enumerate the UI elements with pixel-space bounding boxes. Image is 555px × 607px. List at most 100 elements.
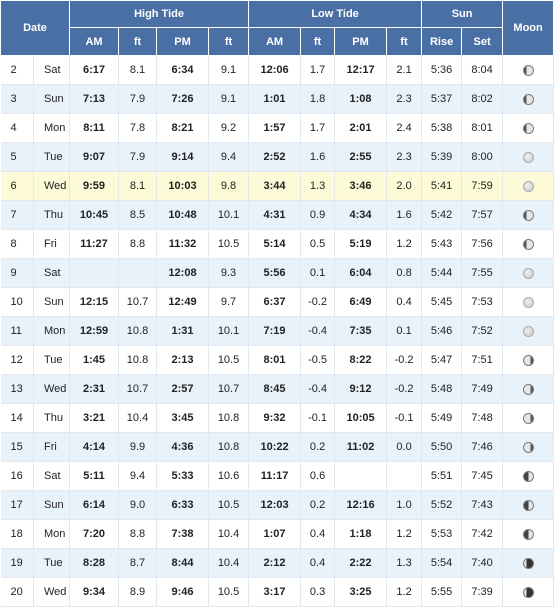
low-tide-am-height: -0.4: [300, 374, 336, 404]
last-quarter-icon: [522, 528, 534, 540]
high-tide-pm-height: 10.4: [208, 548, 250, 578]
sunrise-time: 5:53: [421, 519, 463, 549]
low-am-header: AM: [248, 27, 302, 56]
high-tide-am-time: 12:59: [69, 316, 119, 346]
day-name-cell: Mon: [33, 316, 70, 346]
low-tide-am-time: 7:19: [248, 316, 302, 346]
low-tide-pm-height: [386, 461, 423, 491]
high-am-header: AM: [69, 27, 119, 56]
sunset-time: 7:48: [461, 403, 504, 433]
table-row: 3 Sun 7:13 7.9 7:26 9.1 1:01 1.8 1:08 2.3 5:37 8:02: [0, 84, 555, 114]
day-name-cell: Sat: [33, 258, 70, 288]
low-tide-pm-height: -0.2: [386, 345, 423, 375]
moon-phase-cell: [502, 316, 555, 346]
moon-phase-cell: [502, 229, 555, 259]
low-tide-pm-time: 12:16: [334, 490, 388, 520]
low-tide-pm-height: -0.1: [386, 403, 423, 433]
high-tide-pm-time: 10:48: [156, 200, 209, 230]
high-tide-pm-height: 9.3: [208, 258, 250, 288]
low-tide-am-time: 8:01: [248, 345, 302, 375]
low-tide-am-time: 3:44: [248, 171, 302, 201]
sunset-time: 7:40: [461, 548, 504, 578]
sunset-time: 7:57: [461, 200, 504, 230]
low-tide-am-height: 1.8: [300, 84, 336, 114]
sunrise-time: 5:49: [421, 403, 463, 433]
waxing-gibbous-icon: [522, 354, 534, 366]
high-tide-am-height: 8.8: [118, 229, 157, 259]
low-pm-header: PM: [334, 27, 388, 56]
moon-phase-cell: [502, 490, 555, 520]
high-tide-pm-time: 6:33: [156, 490, 209, 520]
low-tide-pm-height: 0.1: [386, 316, 423, 346]
low-tide-pm-height: 2.3: [386, 84, 423, 114]
sunrise-time: 5:54: [421, 548, 463, 578]
sunrise-time: 5:55: [421, 577, 463, 607]
high-tide-pm-height: 10.8: [208, 432, 250, 462]
high-tide-am-time: 8:28: [69, 548, 119, 578]
low-pm-ft-header: ft: [386, 27, 423, 56]
last-quarter-icon: [522, 499, 534, 511]
day-name-cell: Fri: [33, 229, 70, 259]
high-tide-am-time: 5:11: [69, 461, 119, 491]
table-row: 5 Tue 9:07 7.9 9:14 9.4 2:52 1.6 2:55 2.3 5:39 8:00: [0, 142, 555, 172]
high-pm-header: PM: [156, 27, 209, 56]
low-tide-am-height: 0.2: [300, 432, 336, 462]
waxing-gibbous-icon: [522, 412, 534, 424]
low-tide-pm-time: 3:46: [334, 171, 388, 201]
sun-header: Sun: [421, 0, 504, 28]
table-row: 17 Sun 6:14 9.0 6:33 10.5 12:03 0.2 12:16 1.0 5:52…: [0, 490, 555, 520]
full-moon-icon: [522, 325, 534, 337]
table-row: 19 Tue 8:28 8.7 8:44 10.4 2:12 0.4 2:22 1.3 5:54 7:…: [0, 548, 555, 578]
low-tide-pm-time: 8:22: [334, 345, 388, 375]
high-tide-pm-time: 8:21: [156, 113, 209, 143]
day-name-cell: Wed: [33, 374, 70, 404]
moon-phase-cell: [502, 374, 555, 404]
low-tide-am-height: -0.2: [300, 287, 336, 317]
high-am-ft-header: ft: [118, 27, 157, 56]
low-tide-am-time: 12:06: [248, 55, 302, 85]
high-tide-pm-time: 2:13: [156, 345, 209, 375]
sunset-time: 7:43: [461, 490, 504, 520]
moon-phase-cell: [502, 200, 555, 230]
waxing-gibbous-icon: [522, 441, 534, 453]
low-tide-am-height: 0.9: [300, 200, 336, 230]
table-row: 15 Fri 4:14 9.9 4:36 10.8 10:22 0.2 11:02 0.0 5:50…: [0, 432, 555, 462]
full-moon-icon: [522, 267, 534, 279]
moon-phase-cell: [502, 142, 555, 172]
high-tide-pm-height: 10.7: [208, 374, 250, 404]
date-cell: 16: [0, 461, 34, 491]
sunset-header: Set: [461, 27, 504, 56]
day-name-cell: Tue: [33, 345, 70, 375]
high-tide-pm-time: 3:45: [156, 403, 209, 433]
waning-gibbous-icon: [522, 93, 534, 105]
moon-phase-cell: [502, 113, 555, 143]
low-tide-pm-height: 1.2: [386, 229, 423, 259]
sunrise-time: 5:42: [421, 200, 463, 230]
high-tide-am-height: 7.9: [118, 84, 157, 114]
sunset-time: 7:49: [461, 374, 504, 404]
high-tide-am-time: 6:17: [69, 55, 119, 85]
table-row: 7 Thu 10:45 8.5 10:48 10.1 4:31 0.9 4:34 1.6 5:42 7…: [0, 200, 555, 230]
table-row: 14 Thu 3:21 10.4 3:45 10.8 9:32 -0.1 10:05 -0.1 5:…: [0, 403, 555, 433]
sunrise-time: 5:43: [421, 229, 463, 259]
high-tide-am-time: 4:14: [69, 432, 119, 462]
low-tide-am-height: 1.7: [300, 55, 336, 85]
moon-phase-cell: [502, 171, 555, 201]
low-tide-pm-height: 0.4: [386, 287, 423, 317]
high-tide-pm-height: 10.5: [208, 577, 250, 607]
high-tide-am-time: 12:15: [69, 287, 119, 317]
day-name-cell: Sun: [33, 287, 70, 317]
date-cell: 12: [0, 345, 34, 375]
high-tide-pm-time: 6:34: [156, 55, 209, 85]
low-tide-pm-height: 1.3: [386, 548, 423, 578]
day-name-cell: Mon: [33, 113, 70, 143]
day-name-cell: Tue: [33, 548, 70, 578]
high-tide-am-height: 7.8: [118, 113, 157, 143]
low-tide-am-time: 2:12: [248, 548, 302, 578]
waxing-crescent-icon: [522, 557, 534, 569]
low-tide-am-height: -0.1: [300, 403, 336, 433]
high-tide-am-time: 11:27: [69, 229, 119, 259]
low-tide-pm-height: -0.2: [386, 374, 423, 404]
